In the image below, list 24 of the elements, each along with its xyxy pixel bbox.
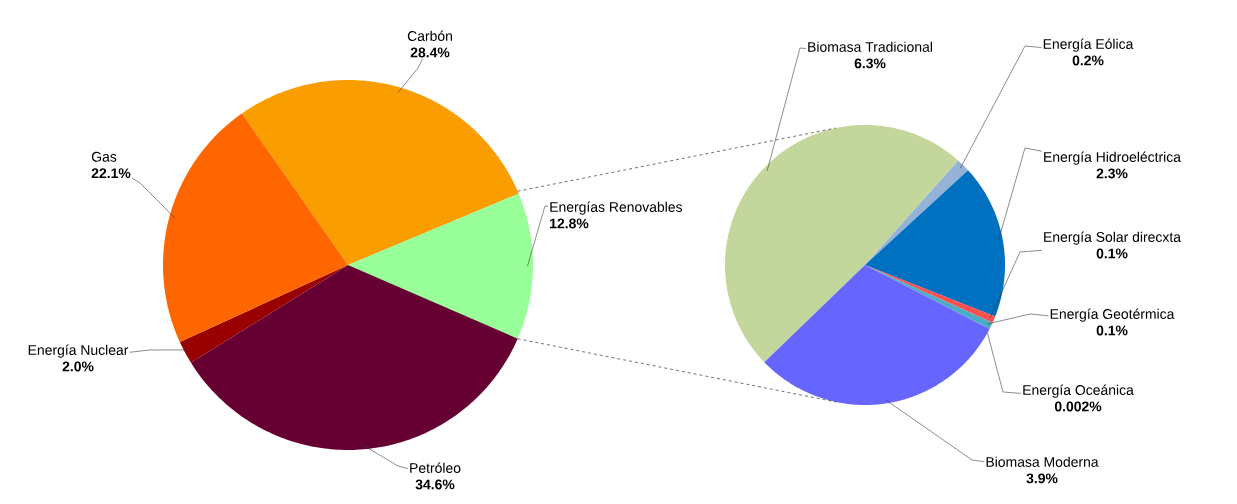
slice-label: Energía Hidroeléctrica (1044, 151, 1181, 165)
data-label: 28.4% (410, 47, 450, 58)
slice-label: Petróleo (410, 462, 461, 473)
data-label: 2.0% (62, 361, 94, 372)
data-label: 34.6% (415, 479, 455, 490)
data-label: 12.8% (550, 218, 589, 229)
slice-label: Gas (91, 151, 117, 162)
data-label: 3.9% (1026, 473, 1058, 484)
data-label: 6.3% (854, 58, 886, 69)
slice-label: Biomasa Moderna (986, 456, 1099, 467)
data-label: 22.1% (91, 168, 131, 179)
slice-label: Energía Solar direcxta (1044, 231, 1181, 245)
slice-label: Energía Oceánica (1023, 384, 1134, 398)
slice-label: Energía Nuclear (28, 344, 129, 358)
slice-label: Energía Geotérmica (1050, 308, 1175, 322)
slice-label: Carbón (407, 30, 452, 41)
slice-label: Energía Eólica (1043, 38, 1134, 52)
data-label: 0.2% (1072, 55, 1104, 66)
data-label: 0.1% (1096, 248, 1128, 259)
data-label: 2.3% (1096, 168, 1128, 179)
slice-label: Energías Renovables (550, 201, 683, 215)
data-label: 0.1% (1096, 325, 1128, 336)
data-label: 0.002% (1054, 401, 1102, 412)
slice-label: Biomasa Tradicional (808, 41, 932, 52)
